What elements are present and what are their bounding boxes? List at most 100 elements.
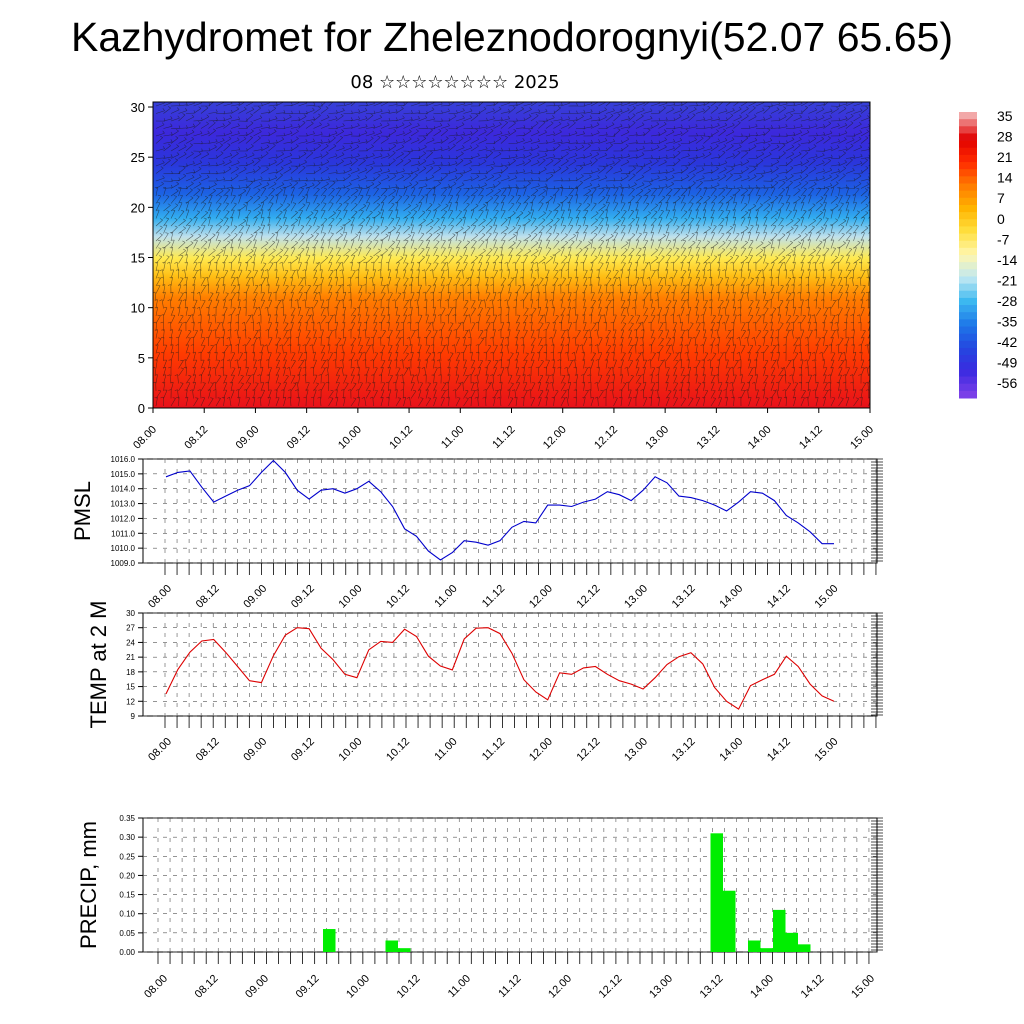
colorbar-box bbox=[959, 183, 977, 192]
colorbar-label: 7 bbox=[997, 190, 1005, 206]
y-tick-label: 1015.0 bbox=[111, 470, 136, 479]
y-tick-label: 1012.0 bbox=[111, 514, 136, 523]
x-tick-label: 09.12 bbox=[285, 424, 313, 452]
x-tick-label: 11.12 bbox=[480, 583, 507, 610]
wind-barbs bbox=[153, 102, 870, 407]
pmsl-ylabel: PMSL bbox=[70, 481, 95, 541]
x-tick-label: 11.00 bbox=[432, 736, 459, 763]
x-tick-label: 10.12 bbox=[395, 973, 423, 1001]
y-tick-label: 1016.0 bbox=[111, 455, 136, 464]
y-tick-label: 0.10 bbox=[119, 910, 135, 919]
y-tick-label: 1014.0 bbox=[111, 485, 136, 494]
y-tick-label: 9 bbox=[131, 712, 136, 721]
colorbar-box bbox=[959, 133, 977, 142]
y-tick-label: 0.20 bbox=[119, 871, 135, 880]
colorbar-box bbox=[959, 147, 977, 156]
colorbar-box bbox=[959, 240, 977, 249]
y-tick-label: 10 bbox=[131, 301, 145, 316]
x-tick-label: 15.00 bbox=[813, 583, 841, 611]
y-tick-label: 15 bbox=[126, 683, 135, 692]
x-tick-label: 11.00 bbox=[439, 424, 466, 451]
colorbar-box bbox=[959, 305, 977, 313]
chart-subtitle: 08 ☆☆☆☆☆☆☆☆ 2025 bbox=[350, 72, 560, 93]
x-tick-label: 12.12 bbox=[597, 973, 625, 1001]
x-tick-label: 15.00 bbox=[813, 736, 841, 764]
colorbar-box bbox=[959, 204, 977, 213]
y-tick-label: 18 bbox=[126, 668, 135, 677]
temp-2m-line bbox=[165, 627, 835, 710]
colorbar-box bbox=[959, 390, 977, 399]
x-tick-label: 08.00 bbox=[146, 583, 174, 611]
precip-bar bbox=[323, 929, 336, 952]
colorbar-label: 14 bbox=[997, 170, 1013, 186]
x-tick-label: 15.00 bbox=[849, 973, 877, 1001]
colorbar-box bbox=[959, 340, 977, 349]
y-tick-label: 30 bbox=[131, 100, 145, 115]
x-tick-label: 12.00 bbox=[546, 973, 574, 1001]
y-tick-label: 0.05 bbox=[119, 929, 135, 938]
colorbar-box bbox=[959, 297, 977, 306]
precip-bar bbox=[773, 909, 786, 952]
pmsl-line bbox=[165, 459, 834, 561]
colorbar-box bbox=[959, 255, 977, 263]
x-tick-label: 14.12 bbox=[765, 736, 793, 764]
x-tick-label: 13.12 bbox=[670, 736, 698, 764]
pmsl-frame bbox=[142, 458, 878, 564]
y-tick-label: 21 bbox=[126, 653, 135, 662]
precip-bar bbox=[798, 944, 811, 952]
y-tick-label: 0.30 bbox=[119, 833, 135, 842]
y-tick-label: 30 bbox=[126, 609, 135, 618]
colorbar-box bbox=[959, 355, 977, 363]
colorbar-box bbox=[959, 326, 977, 335]
y-tick-label: 1010.0 bbox=[111, 544, 136, 553]
y-tick-label: 0.00 bbox=[119, 948, 135, 957]
x-tick-label: 13.00 bbox=[647, 973, 675, 1001]
colorbar-box bbox=[959, 112, 977, 120]
x-tick-label: 09.00 bbox=[241, 736, 269, 764]
x-tick-label: 10.12 bbox=[384, 583, 412, 611]
x-tick-label: 08.12 bbox=[182, 424, 210, 452]
temp-2m-ylabel: TEMP at 2 M bbox=[86, 601, 111, 729]
y-tick-label: 25 bbox=[131, 150, 145, 165]
colorbar-box bbox=[959, 197, 977, 206]
x-tick-label: 08.12 bbox=[193, 973, 221, 1001]
colorbar-box bbox=[959, 319, 977, 327]
x-tick-label: 13.12 bbox=[670, 583, 698, 611]
y-tick-label: 15 bbox=[131, 251, 145, 266]
x-tick-label: 10.00 bbox=[337, 736, 365, 764]
colorbar-label: -35 bbox=[997, 314, 1017, 330]
x-tick-label: 13.12 bbox=[698, 973, 726, 1001]
x-tick-label: 10.12 bbox=[387, 424, 415, 452]
colorbar-box bbox=[959, 162, 977, 170]
colorbar-box bbox=[959, 219, 977, 227]
colorbar-label: 21 bbox=[997, 149, 1013, 165]
precip-bar bbox=[760, 948, 773, 952]
colorbar-label: -42 bbox=[997, 334, 1017, 350]
x-tick-label: 11.12 bbox=[490, 424, 517, 451]
precip-bar bbox=[748, 940, 761, 952]
temp-2m-frame bbox=[142, 612, 878, 717]
y-tick-label: 12 bbox=[126, 697, 135, 706]
x-tick-label: 08.12 bbox=[194, 736, 222, 764]
x-tick-label: 08.00 bbox=[131, 424, 159, 452]
x-tick-label: 12.00 bbox=[527, 736, 555, 764]
colorbar-box bbox=[959, 333, 977, 342]
colorbar-label: -56 bbox=[997, 375, 1017, 391]
y-tick-label: 1013.0 bbox=[111, 500, 136, 509]
x-tick-label: 08.12 bbox=[194, 583, 222, 611]
y-tick-label: 0 bbox=[138, 401, 145, 416]
wind-barb-paths bbox=[153, 102, 870, 407]
colorbar-box bbox=[959, 376, 977, 385]
x-tick-label: 09.00 bbox=[234, 424, 262, 452]
precip-bar bbox=[710, 833, 723, 952]
x-tick-label: 08.00 bbox=[146, 736, 174, 764]
colorbar-box bbox=[959, 154, 977, 163]
colorbar-box bbox=[959, 362, 977, 370]
y-tick-label: 1011.0 bbox=[111, 529, 135, 538]
x-tick-label: 13.00 bbox=[643, 424, 671, 452]
colorbar-box bbox=[959, 283, 977, 292]
colorbar-box bbox=[959, 312, 977, 320]
x-tick-label: 09.12 bbox=[289, 583, 317, 611]
colorbar-box bbox=[959, 212, 977, 220]
